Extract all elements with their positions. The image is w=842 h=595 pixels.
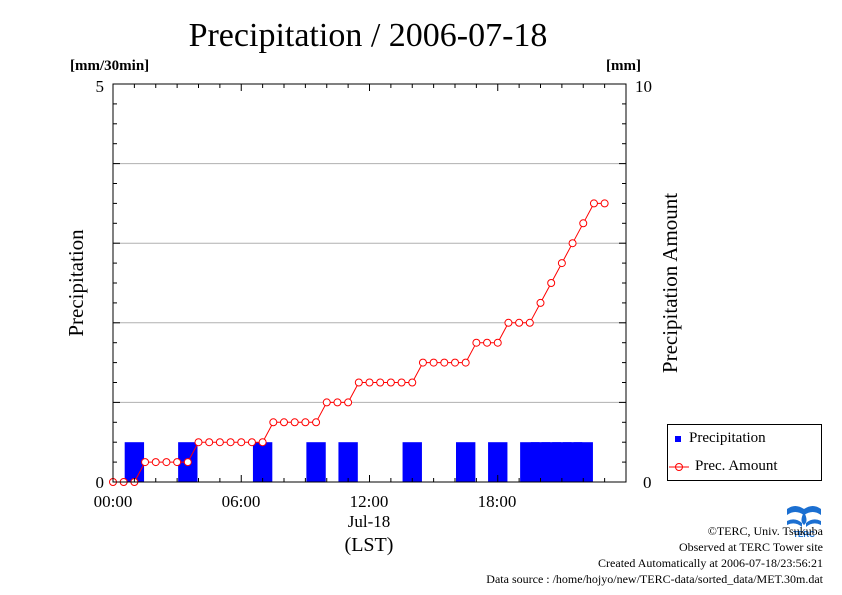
credit-created: Created Automatically at 2006-07-18/23:5…	[598, 556, 823, 570]
credit-copyright: ©TERC, Univ. Tsukuba	[707, 524, 823, 538]
precipitation-bar	[456, 442, 476, 482]
amount-point	[205, 438, 214, 447]
right-axis-label: Precipitation Amount	[658, 193, 682, 373]
amount-point	[365, 378, 374, 387]
amount-point	[386, 378, 395, 387]
amount-point	[141, 458, 150, 467]
right-axis-unit: [mm]	[606, 58, 641, 74]
credit-source: Data source : /home/hojyo/new/TERC-data/…	[486, 572, 823, 586]
x-date-label: Jul-18	[348, 512, 391, 531]
x-timezone-label: (LST)	[345, 534, 394, 556]
amount-point	[568, 239, 577, 248]
right-tick-bottom: 0	[643, 473, 652, 492]
precipitation-bar	[338, 442, 358, 482]
legend-square-marker	[675, 436, 681, 442]
amount-point	[600, 199, 609, 208]
amount-point	[483, 338, 492, 347]
precipitation-bar	[573, 442, 593, 482]
amount-point	[183, 458, 192, 467]
legend-label-precipitation: Precipitation	[689, 430, 766, 446]
amount-point	[515, 318, 524, 327]
gridlines	[113, 163, 626, 403]
chart-title: Precipitation / 2006-07-18	[189, 17, 548, 54]
amount-point	[418, 358, 427, 367]
amount-point	[408, 378, 417, 387]
amount-point	[397, 378, 406, 387]
terc-logo: TERC	[785, 503, 823, 539]
precipitation-bar	[402, 442, 422, 482]
amount-point	[472, 338, 481, 347]
amount-point	[247, 438, 256, 447]
precipitation-bar	[252, 442, 273, 482]
amount-point	[258, 438, 267, 447]
x-tick-label-1800: 18:00	[478, 492, 517, 511]
legend-label-amount: Prec. Amount	[695, 458, 778, 474]
precipitation-bar	[306, 442, 326, 482]
x-ticks	[112, 84, 627, 482]
amount-point	[322, 398, 331, 407]
amount-point	[333, 398, 342, 407]
legend: Precipitation Prec. Amount	[667, 424, 822, 481]
precipitation-bars	[124, 442, 593, 482]
right-tick-top: 10	[635, 77, 652, 96]
amount-point	[579, 219, 588, 228]
amount-point	[557, 259, 566, 268]
amount-point	[151, 458, 160, 467]
legend-line-marker	[669, 463, 689, 471]
amount-point	[194, 438, 203, 447]
amount-line	[109, 199, 609, 486]
amount-point	[525, 318, 534, 327]
left-tick-bottom: 0	[96, 473, 105, 492]
logo-text: TERC	[793, 530, 815, 539]
amount-point	[461, 358, 470, 367]
amount-point	[312, 418, 321, 427]
amount-point	[344, 398, 353, 407]
x-tick-label-1200: 12:00	[350, 492, 389, 511]
amount-point	[547, 279, 556, 287]
amount-point	[269, 418, 278, 427]
left-axis-unit: [mm/30min]	[70, 58, 149, 74]
x-tick-label-0600: 06:00	[222, 492, 261, 511]
x-tick-label-0000: 00:00	[94, 492, 133, 511]
amount-point	[280, 418, 288, 427]
amount-point	[237, 438, 246, 447]
amount-point	[162, 458, 171, 467]
precipitation-bar	[488, 442, 508, 482]
amount-point	[451, 358, 459, 367]
amount-point	[354, 378, 363, 387]
left-axis-label: Precipitation	[64, 229, 88, 337]
amount-point	[536, 298, 545, 307]
amount-point	[301, 418, 310, 427]
amount-point	[290, 418, 299, 427]
amount-point	[429, 358, 438, 367]
credit-observed: Observed at TERC Tower site	[678, 540, 823, 554]
amount-point	[493, 338, 502, 347]
amount-point	[226, 438, 235, 447]
amount-point	[504, 318, 513, 327]
left-tick-top: 5	[96, 77, 105, 96]
amount-point	[215, 438, 224, 447]
amount-point	[173, 458, 182, 467]
amount-point	[589, 199, 598, 208]
amount-series-line	[113, 202, 605, 483]
amount-point	[440, 358, 449, 367]
amount-point	[376, 378, 385, 387]
